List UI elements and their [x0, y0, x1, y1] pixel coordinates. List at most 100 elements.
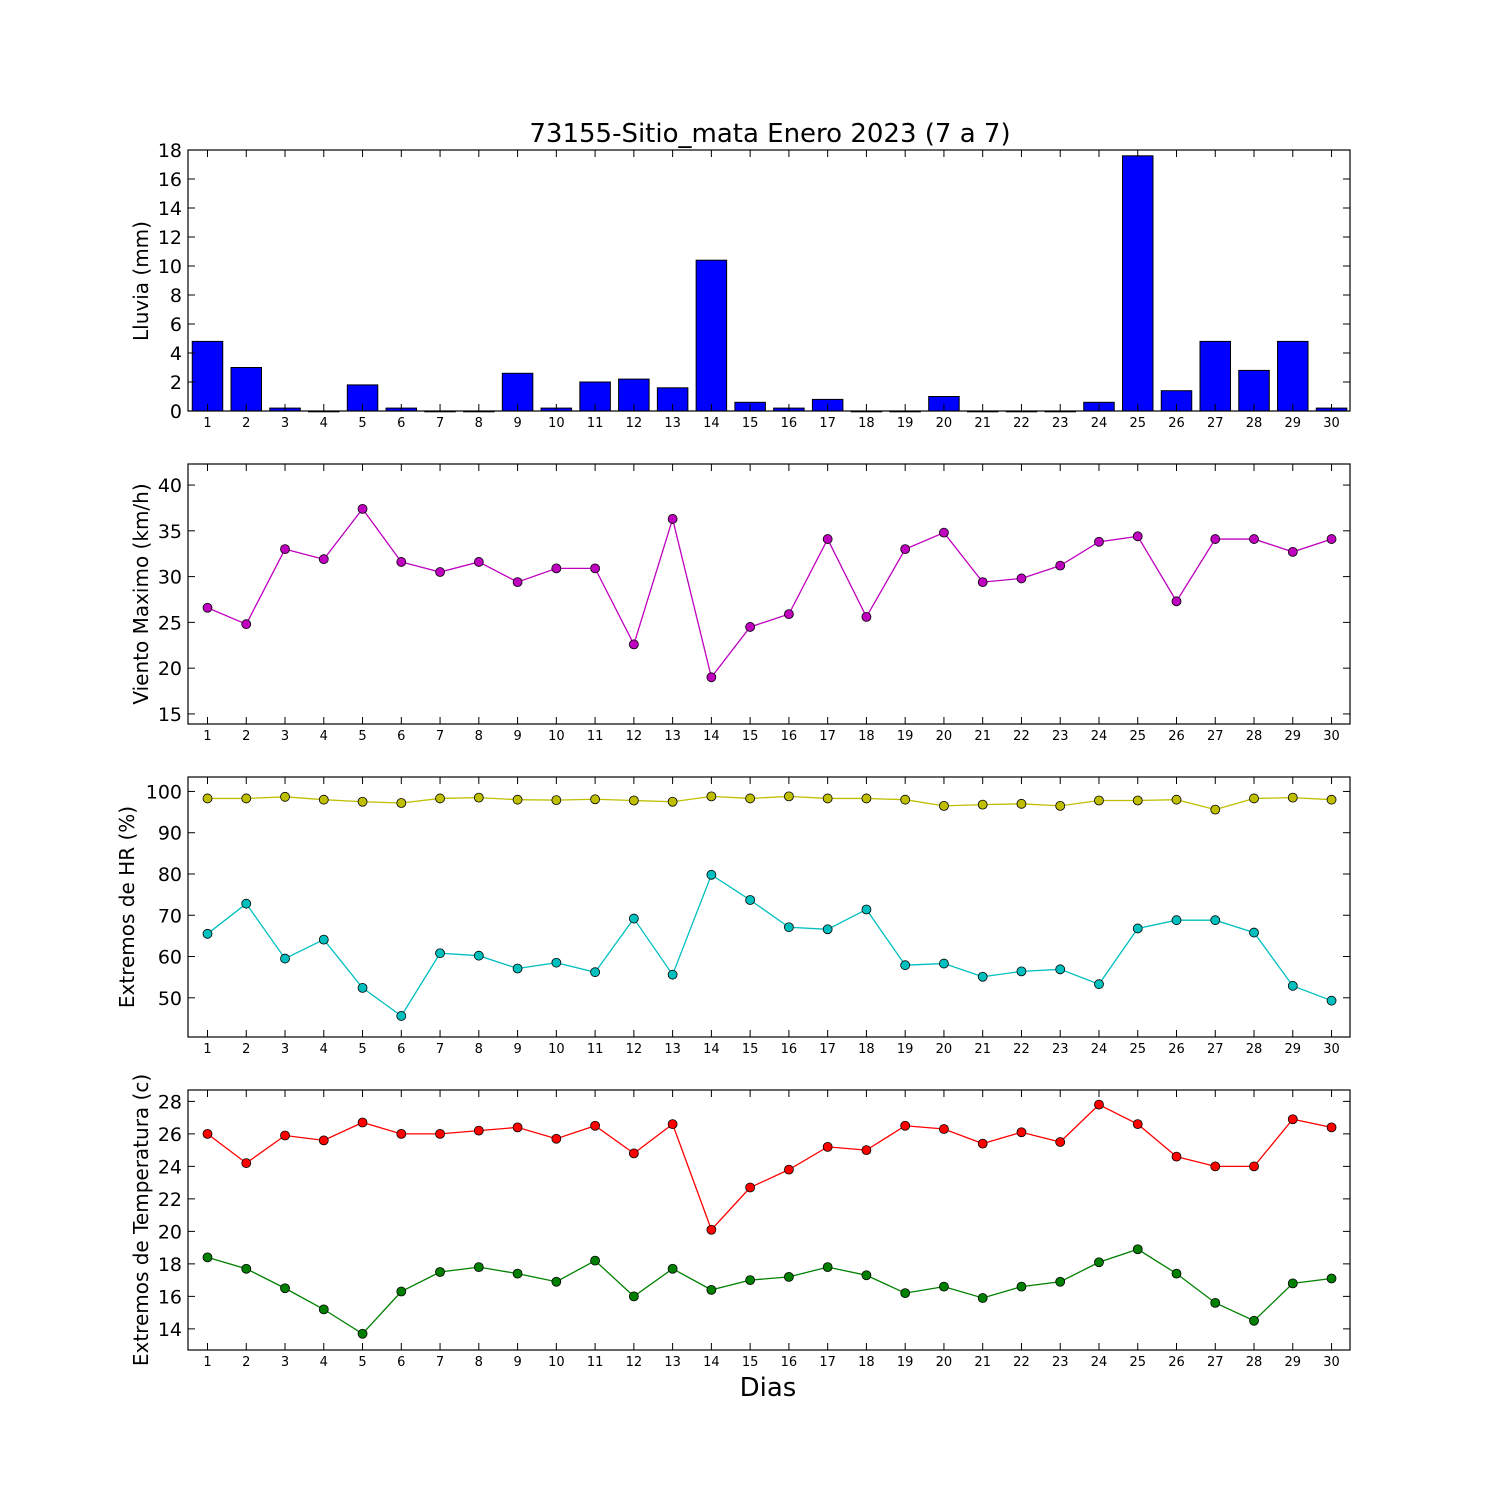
- humidity-data-point: [551, 957, 562, 968]
- temperature-data-point: [1210, 1161, 1221, 1172]
- wind-x-tick-label: 22: [1013, 729, 1030, 744]
- rain-y-tick-label: 2: [170, 372, 182, 394]
- wind-x-tick-label: 23: [1052, 729, 1069, 744]
- humidity-data-point: [1326, 794, 1337, 805]
- humidity-x-tick-label: 3: [281, 1042, 289, 1057]
- humidity-x-tick-label: 14: [703, 1042, 720, 1057]
- wind-x-tick-label: 19: [897, 729, 914, 744]
- rain-x-tick-label: 23: [1052, 416, 1069, 431]
- temperature-data-point: [1094, 1257, 1104, 1268]
- humidity-data-point: [280, 953, 290, 964]
- temperature-x-tick-label: 2: [242, 1355, 250, 1370]
- temperature-data-point: [1171, 1268, 1182, 1279]
- temperature-x-tick-label: 17: [819, 1355, 836, 1370]
- rain-y-tick-label: 16: [158, 169, 182, 191]
- humidity-data-point: [1016, 966, 1027, 977]
- humidity-y-tick-label: 60: [158, 947, 182, 969]
- humidity-x-tick-label: 27: [1207, 1042, 1224, 1057]
- humidity-data-point: [241, 793, 252, 804]
- wind-x-tick-label: 24: [1091, 729, 1108, 744]
- humidity-data-point: [1094, 979, 1104, 990]
- temperature-data-point: [396, 1286, 407, 1297]
- wind-x-tick-label: 14: [703, 729, 720, 744]
- wind-x-tick-label: 11: [587, 729, 604, 744]
- temperature-data-point: [1287, 1278, 1298, 1289]
- rain-y-axis-label: Lluvia (mm): [129, 221, 153, 341]
- wind-data-point: [628, 639, 639, 650]
- humidity-x-tick-label: 23: [1052, 1042, 1069, 1057]
- wind-series-line-0: [207, 507, 1332, 679]
- temperature-data-point: [1055, 1276, 1066, 1287]
- wind-data-point: [900, 544, 911, 555]
- wind-y-tick-label: 35: [158, 521, 182, 543]
- temperature-data-point: [590, 1255, 600, 1266]
- wind-data-point: [318, 554, 329, 565]
- wind-x-tick-label: 17: [819, 729, 836, 744]
- wind-x-tick-label: 16: [781, 729, 798, 744]
- wind-x-tick-label: 12: [626, 729, 643, 744]
- humidity-data-point: [784, 791, 794, 802]
- humidity-data-point: [590, 794, 600, 805]
- temperature-y-tick-label: 20: [158, 1221, 182, 1243]
- temperature-x-tick-label: 23: [1052, 1355, 1069, 1370]
- rain-y-tick-label: 0: [170, 401, 182, 423]
- temperature-data-point: [1132, 1119, 1143, 1130]
- rain-bar: [1199, 340, 1232, 412]
- temperature-data-point: [822, 1262, 833, 1273]
- humidity-x-tick-label: 22: [1013, 1042, 1030, 1057]
- humidity-x-tick-label: 29: [1285, 1042, 1302, 1057]
- wind-x-tick-label: 4: [320, 729, 328, 744]
- rain-x-tick-label: 6: [397, 416, 405, 431]
- temperature-x-tick-label: 16: [781, 1355, 798, 1370]
- temperature-data-point: [977, 1293, 988, 1303]
- rain-y-tick-label: 8: [170, 285, 182, 307]
- wind-data-point: [357, 503, 368, 514]
- temperature-data-point: [939, 1281, 949, 1292]
- temperature-y-tick-label: 18: [158, 1254, 182, 1276]
- temperature-x-tick-label: 15: [742, 1355, 759, 1370]
- wind-data-point: [590, 563, 600, 574]
- wind-data-point: [667, 514, 678, 524]
- humidity-x-tick-label: 5: [358, 1042, 366, 1057]
- humidity-x-tick-label: 20: [936, 1042, 953, 1057]
- humidity-data-point: [667, 796, 678, 807]
- rain-x-tick-label: 26: [1168, 416, 1185, 431]
- humidity-data-point: [1249, 927, 1259, 938]
- wind-x-tick-label: 15: [742, 729, 759, 744]
- temperature-data-point: [473, 1125, 484, 1136]
- rain-x-tick-label: 12: [626, 416, 643, 431]
- humidity-data-point: [318, 794, 329, 805]
- temperature-x-tick-label: 5: [358, 1355, 366, 1370]
- temperature-x-tick-label: 14: [703, 1355, 720, 1370]
- humidity-x-tick-label: 25: [1129, 1042, 1146, 1057]
- wind-x-tick-label: 8: [475, 729, 483, 744]
- rain-x-tick-label: 2: [242, 416, 250, 431]
- rain-x-tick-label: 13: [664, 416, 681, 431]
- temperature-x-tick-label: 24: [1091, 1355, 1108, 1370]
- temperature-data-point: [667, 1119, 678, 1130]
- temperature-x-tick-label: 27: [1207, 1355, 1224, 1370]
- humidity-y-tick-label: 70: [158, 905, 182, 927]
- humidity-data-point: [900, 960, 911, 971]
- wind-data-point: [473, 557, 484, 567]
- temperature-data-point: [1055, 1137, 1066, 1147]
- temperature-data-point: [551, 1276, 562, 1287]
- temperature-series-line-1: [207, 1248, 1332, 1335]
- wind-data-point: [706, 672, 717, 683]
- humidity-data-point: [551, 795, 562, 806]
- humidity-data-point: [396, 798, 407, 808]
- humidity-series-line-0: [207, 795, 1332, 811]
- humidity-data-point: [667, 969, 678, 980]
- temperature-data-point: [628, 1148, 639, 1159]
- wind-x-tick-label: 20: [936, 729, 953, 744]
- rain-x-tick-label: 17: [819, 416, 836, 431]
- rain-x-tick-label: 18: [858, 416, 875, 431]
- humidity-data-point: [628, 913, 639, 924]
- humidity-data-point: [1055, 964, 1066, 975]
- wind-x-tick-label: 10: [548, 729, 565, 744]
- humidity-data-point: [435, 793, 445, 804]
- temperature-data-point: [900, 1120, 911, 1131]
- rain-y-tick-label: 14: [158, 198, 182, 220]
- temperature-x-tick-label: 4: [320, 1355, 328, 1370]
- rain-x-tick-label: 5: [358, 416, 366, 431]
